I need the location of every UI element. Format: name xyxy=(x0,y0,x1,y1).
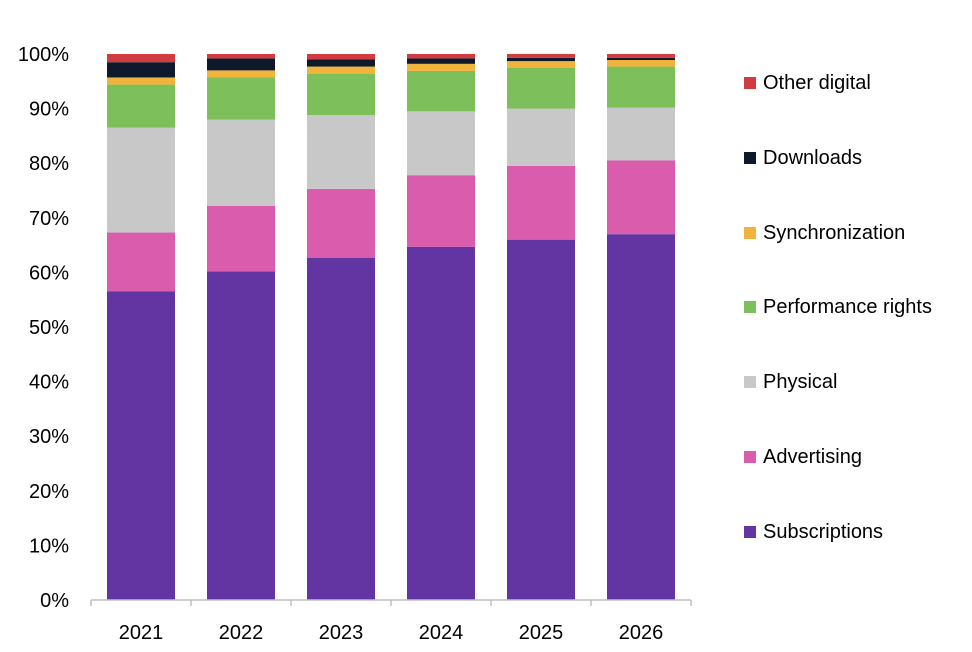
bar-segment-other-digital xyxy=(407,54,475,59)
y-tick-label: 80% xyxy=(29,153,69,175)
bar-segment-performance-rights xyxy=(607,66,675,108)
x-axis: 2021 2022 2023 2024 2025 2026 xyxy=(90,599,692,644)
bar-segment-performance-rights xyxy=(207,77,275,120)
legend-label: Advertising xyxy=(763,446,862,468)
bars xyxy=(107,54,675,600)
bar-segment-downloads xyxy=(207,58,275,71)
legend-swatch xyxy=(744,451,756,463)
x-tick-label: 2025 xyxy=(519,622,564,644)
x-tick-label: 2024 xyxy=(419,622,464,644)
legend-label: Subscriptions xyxy=(763,520,884,543)
bar-segment-subscriptions xyxy=(307,257,375,600)
legend-label: Performance rights xyxy=(763,296,932,319)
bar-segment-physical xyxy=(307,115,375,189)
bar-segment-performance-rights xyxy=(407,70,475,112)
bar-segment-synchronization xyxy=(207,70,275,78)
legend-label: Synchronization xyxy=(763,221,906,244)
bar-segment-other-digital xyxy=(107,54,175,63)
bar-segment-performance-rights xyxy=(307,73,375,116)
legend-label: Downloads xyxy=(763,146,862,169)
bar-segment-synchronization xyxy=(107,77,175,85)
bar-segment-downloads xyxy=(307,59,375,67)
y-tick-label: 90% xyxy=(29,99,69,121)
legend-label: Physical xyxy=(763,371,838,394)
y-tick-label: 30% xyxy=(29,426,69,448)
y-tick-label: 0% xyxy=(40,590,69,612)
legend-swatch xyxy=(744,301,756,314)
legend-swatch xyxy=(744,525,756,538)
bar-segment-downloads xyxy=(407,58,475,64)
bar-segment-physical xyxy=(107,127,175,233)
bar-segment-advertising xyxy=(307,188,375,258)
bar-segment-physical xyxy=(507,108,575,166)
bar-segment-other-digital xyxy=(307,54,375,60)
x-tick-label: 2023 xyxy=(319,622,364,644)
x-tick-label: 2026 xyxy=(619,622,664,644)
y-tick-label: 50% xyxy=(29,317,69,339)
bar-segment-performance-rights xyxy=(107,84,175,128)
y-tick-label: 40% xyxy=(29,372,69,394)
bar-segment-downloads xyxy=(507,57,575,62)
bar-segment-subscriptions xyxy=(407,246,475,600)
bar-segment-physical xyxy=(207,119,275,206)
y-tick-label: 70% xyxy=(29,208,69,230)
bar-segment-synchronization xyxy=(407,63,475,71)
bar-segment-other-digital xyxy=(607,54,675,58)
bar-segment-advertising xyxy=(507,165,575,240)
legend-swatch xyxy=(744,226,756,239)
bar-segment-synchronization xyxy=(507,61,575,68)
y-tick-label: 60% xyxy=(29,262,69,284)
bar-segment-advertising xyxy=(207,205,275,272)
bar-segment-subscriptions xyxy=(107,291,175,600)
legend-swatch xyxy=(744,376,756,389)
bar-segment-other-digital xyxy=(207,54,275,59)
bar-segment-physical xyxy=(607,107,675,161)
bar-segment-physical xyxy=(407,111,475,176)
bar-segment-downloads xyxy=(107,62,175,78)
y-tick-label: 100% xyxy=(18,44,69,66)
legend-swatch xyxy=(744,151,756,164)
bar-segment-other-digital xyxy=(507,54,575,58)
legend-swatch xyxy=(744,77,756,89)
bar-segment-advertising xyxy=(607,160,675,235)
x-tick-label: 2021 xyxy=(119,622,164,644)
y-tick-label: 10% xyxy=(29,535,69,557)
bar-segment-subscriptions xyxy=(607,234,675,600)
bar-segment-subscriptions xyxy=(207,271,275,600)
bar-segment-synchronization xyxy=(307,66,375,74)
x-tick-label: 2022 xyxy=(219,622,264,644)
y-axis-ticks: 0% 10% 20% 30% 40% 50% 60% 70% 80% 90% 100% xyxy=(18,44,69,612)
bar-segment-downloads xyxy=(607,57,675,61)
y-tick-label: 20% xyxy=(29,481,69,503)
bar-segment-synchronization xyxy=(607,60,675,67)
legend-label: Other digital xyxy=(763,72,871,94)
bar-segment-performance-rights xyxy=(507,67,575,109)
bar-segment-advertising xyxy=(407,175,475,247)
bar-segment-subscriptions xyxy=(507,239,575,600)
bar-segment-advertising xyxy=(107,232,175,292)
